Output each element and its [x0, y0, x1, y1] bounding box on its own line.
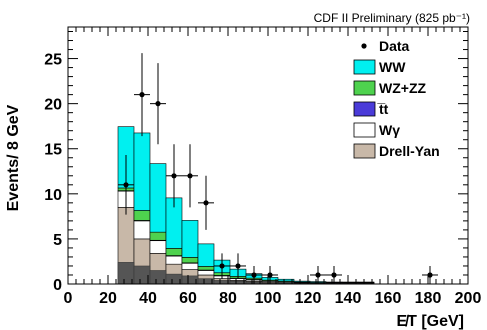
data-point-marker	[203, 200, 209, 206]
data-point-marker	[251, 272, 257, 278]
legend-data-marker	[361, 43, 367, 49]
y-tick-label: 15	[44, 142, 62, 159]
x-tick-label: 60	[179, 290, 197, 307]
data-point-2	[150, 63, 166, 145]
x-axis-title: E̸T [GeV]	[396, 313, 464, 330]
x-tick-label: 200	[455, 290, 482, 307]
legend-label: Drell-Yan	[379, 143, 440, 159]
x-tick-label: 80	[219, 290, 237, 307]
y-axis-title: Events/ 8 GeV	[5, 104, 22, 211]
data-point-9	[262, 265, 278, 284]
data-point-marker	[235, 263, 241, 269]
bar-wz-zz-3	[165, 248, 183, 256]
bar-ww-1	[133, 132, 151, 211]
bar-ww-2	[149, 163, 167, 233]
legend-swatch	[353, 143, 376, 159]
bar-wz-zz-5	[197, 266, 215, 271]
data-point-5	[198, 175, 214, 230]
bar-ww-10	[277, 278, 295, 282]
y-tick-label: 25	[44, 52, 62, 69]
legend-swatch	[353, 80, 376, 96]
data-point-6	[214, 253, 230, 279]
legend-entry-0: Data	[361, 38, 410, 54]
y-tick-label: 20	[44, 97, 62, 114]
bar-w--1	[133, 220, 151, 240]
legend: Data WW WZ+ZZ t̅t Wγ Drell-Yan	[353, 38, 440, 159]
y-tick-label: 5	[53, 232, 62, 249]
legend-label: Wγ	[379, 122, 400, 138]
bar-wz-zz-2	[149, 231, 167, 241]
data-point-marker	[139, 92, 145, 98]
x-tick-label: 40	[139, 290, 157, 307]
data-point-marker	[315, 272, 321, 278]
legend-entry-1: WW	[353, 59, 406, 75]
legend-label: t̅t	[376, 101, 388, 117]
bar-w--4	[181, 262, 199, 270]
data-point-marker	[219, 263, 225, 269]
x-tick-label: 100	[255, 290, 282, 307]
legend-label: Data	[379, 38, 410, 54]
legend-label: WW	[379, 59, 406, 75]
bar-w--3	[165, 255, 183, 265]
data-point-12	[422, 265, 438, 284]
data-point-11	[326, 265, 342, 284]
data-point-0	[118, 155, 134, 215]
data-point-marker	[427, 272, 433, 278]
data-point-marker	[123, 182, 129, 188]
data-point-4	[182, 144, 198, 208]
data-point-marker	[187, 173, 193, 179]
legend-entry-3: t̅t	[353, 101, 389, 117]
data-point-marker	[331, 272, 337, 278]
data-point-marker	[155, 101, 161, 107]
bar-wz-zz-1	[133, 210, 151, 221]
bar-ww-4	[181, 220, 199, 258]
legend-entry-5: Drell-Yan	[353, 143, 440, 159]
x-tick-label: 20	[99, 290, 117, 307]
y-tick-label: 0	[53, 277, 62, 294]
data-point-1	[134, 53, 150, 137]
axis-ticks: 0 20 40 60 80 100 120 140 160 180 200 0 5 10 15 20 25	[44, 27, 481, 307]
data-point-8	[246, 265, 262, 284]
data-point-marker	[171, 173, 177, 179]
x-tick-label: 180	[415, 290, 442, 307]
x-tick-label: 120	[295, 290, 322, 307]
legend-swatch	[353, 101, 376, 117]
bar-ww-5	[197, 243, 215, 267]
x-tick-label: 0	[64, 290, 73, 307]
x-tick-label: 140	[335, 290, 362, 307]
data-point-marker	[267, 272, 273, 278]
bar-wz-zz-4	[181, 257, 199, 264]
legend-swatch	[353, 59, 376, 75]
legend-swatch	[353, 122, 376, 138]
data-point-3	[166, 144, 182, 208]
data-point-7	[230, 253, 246, 279]
data-point-10	[310, 265, 326, 284]
y-tick-label: 10	[44, 187, 62, 204]
chart-title: CDF II Preliminary (825 pb⁻¹)	[314, 11, 470, 25]
legend-label: WZ+ZZ	[379, 80, 426, 96]
x-tick-label: 160	[375, 290, 402, 307]
bar-w--5	[197, 270, 215, 276]
legend-entry-2: WZ+ZZ	[353, 80, 426, 96]
legend-entry-4: Wγ	[353, 122, 400, 138]
bar-w--2	[149, 240, 167, 254]
